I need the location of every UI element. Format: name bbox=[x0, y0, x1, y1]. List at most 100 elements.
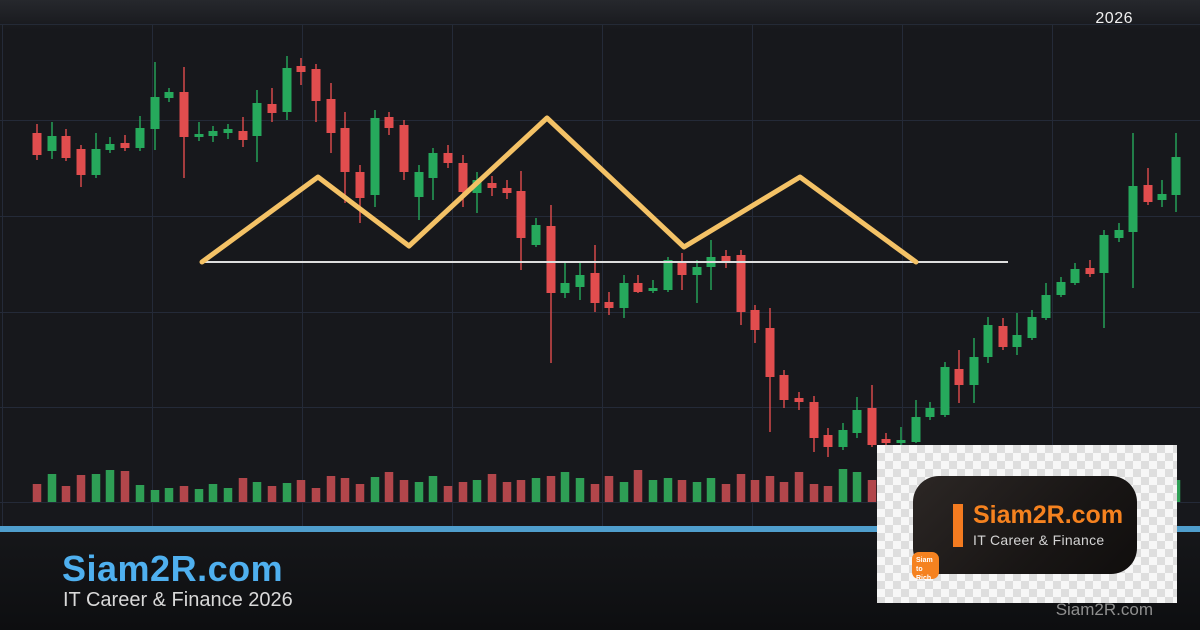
volume-bar bbox=[179, 486, 189, 502]
candle-body bbox=[911, 417, 921, 442]
candle-body bbox=[809, 402, 819, 438]
volume-bar bbox=[223, 488, 233, 502]
candle-body bbox=[150, 97, 160, 129]
volume-bar bbox=[296, 480, 306, 502]
volume-bar bbox=[619, 482, 629, 502]
candle-body bbox=[677, 263, 687, 275]
candle-body bbox=[428, 153, 438, 178]
candle-body bbox=[326, 99, 336, 133]
candle-body bbox=[1128, 186, 1138, 232]
badge-line-2: to Rich bbox=[916, 566, 932, 583]
candle-body bbox=[604, 302, 614, 308]
volume-bar bbox=[867, 480, 877, 502]
candle-body bbox=[282, 68, 292, 112]
volume-bar bbox=[560, 472, 570, 502]
candle-body bbox=[296, 66, 306, 72]
candle-body bbox=[794, 398, 804, 402]
candle-body bbox=[472, 180, 482, 193]
candle-body bbox=[223, 129, 233, 133]
volume-bar bbox=[150, 490, 160, 502]
volume-bar bbox=[105, 470, 115, 502]
logo-card: Siam2R.com IT Career & Finance bbox=[913, 476, 1137, 574]
volume-bar bbox=[590, 484, 600, 502]
volume-bar bbox=[267, 486, 277, 502]
volume-bar bbox=[472, 480, 482, 502]
candle-body bbox=[370, 118, 380, 195]
candle-body bbox=[954, 369, 964, 385]
candle-body bbox=[1070, 269, 1080, 283]
candle-body bbox=[736, 255, 746, 312]
candle-body bbox=[458, 163, 468, 192]
volume-bar bbox=[91, 474, 101, 502]
siam-to-rich-badge: Siam to Rich bbox=[912, 552, 939, 582]
candle-body bbox=[208, 131, 218, 136]
candle-body bbox=[91, 149, 101, 175]
volume-bar bbox=[120, 471, 130, 502]
watermark-text: Siam2R.com bbox=[1055, 600, 1153, 619]
logo-brand-text: Siam2R.com bbox=[973, 501, 1124, 530]
candle-body bbox=[692, 267, 702, 275]
volume-bar bbox=[164, 488, 174, 502]
volume-bar bbox=[384, 472, 394, 502]
volume-bar bbox=[443, 486, 453, 502]
blue-divider-line bbox=[0, 526, 1200, 532]
candle-body bbox=[648, 288, 658, 291]
volume-bar bbox=[677, 480, 687, 502]
volume-bar bbox=[340, 478, 350, 502]
volume-bar bbox=[516, 480, 526, 502]
candle-body bbox=[1085, 268, 1095, 274]
volume-bar bbox=[326, 476, 336, 502]
volume-bar bbox=[47, 474, 57, 502]
volume-bar bbox=[604, 476, 614, 502]
candle-body bbox=[487, 183, 497, 188]
candle-body bbox=[355, 172, 365, 198]
volume-bar bbox=[546, 476, 556, 502]
candle-body bbox=[311, 69, 321, 101]
volume-bar bbox=[502, 482, 512, 502]
candle-body bbox=[663, 260, 673, 290]
candle-body bbox=[823, 435, 833, 447]
candle-body bbox=[384, 117, 394, 128]
candle-body bbox=[1012, 335, 1022, 347]
volume-bar bbox=[252, 482, 262, 502]
footer-subtitle: IT Career & Finance 2026 bbox=[63, 589, 293, 611]
candle-body bbox=[1099, 235, 1109, 273]
footer-brand-title: Siam2R.com bbox=[62, 548, 284, 589]
candle-body bbox=[1171, 157, 1181, 195]
candle-body bbox=[721, 256, 731, 262]
candle-body bbox=[61, 136, 71, 158]
candle-body bbox=[135, 128, 145, 148]
volume-bar bbox=[823, 486, 833, 502]
badge-line-1: Siam bbox=[916, 557, 933, 564]
candle-body bbox=[516, 191, 526, 238]
zigzag-pattern-line bbox=[199, 115, 919, 265]
candle-body bbox=[867, 408, 877, 445]
candle-body bbox=[1027, 317, 1037, 338]
candle-body bbox=[399, 125, 409, 172]
candle-body bbox=[998, 326, 1008, 347]
volume-bar bbox=[750, 480, 760, 502]
top-gradient-band bbox=[0, 0, 1200, 30]
volume-bar bbox=[852, 472, 862, 502]
volume-bar bbox=[194, 489, 204, 502]
candle-body bbox=[852, 410, 862, 433]
candle-body bbox=[76, 149, 86, 175]
volume-bar bbox=[794, 472, 804, 502]
volume-bar bbox=[765, 476, 775, 502]
candle-body bbox=[32, 133, 42, 155]
logo-text-block: Siam2R.com IT Career & Finance bbox=[973, 501, 1124, 548]
candle-body bbox=[120, 143, 130, 148]
candle-body bbox=[1056, 282, 1066, 295]
candle-body bbox=[531, 225, 541, 245]
candle-body bbox=[619, 283, 629, 308]
candle-body bbox=[1157, 194, 1167, 200]
candle-body bbox=[502, 188, 512, 193]
candle-body bbox=[252, 103, 262, 136]
volume-bar bbox=[458, 482, 468, 502]
volume-bar bbox=[838, 469, 848, 502]
candle-body bbox=[1114, 230, 1124, 238]
volume-bar bbox=[531, 478, 541, 502]
candle-body bbox=[194, 134, 204, 137]
volume-bar bbox=[721, 484, 731, 502]
logo-tagline-text: IT Career & Finance bbox=[973, 531, 1105, 548]
